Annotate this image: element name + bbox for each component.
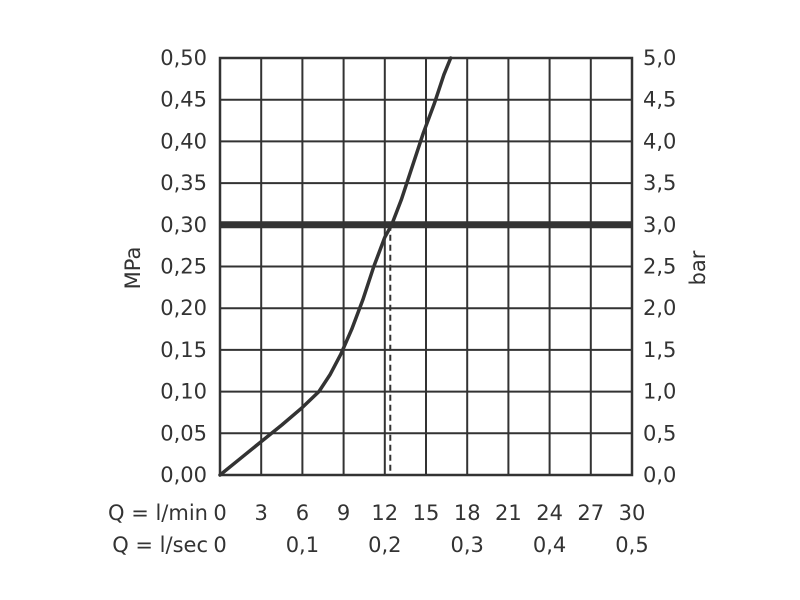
x-tick-label-lmin: 9 bbox=[337, 501, 350, 525]
x-tick-label-lmin: 24 bbox=[536, 501, 563, 525]
x-tick-label-lmin: 27 bbox=[577, 501, 604, 525]
y-tick-label-left: 0,40 bbox=[160, 129, 207, 153]
x-tick-label-lsec: 0 bbox=[213, 533, 226, 557]
x-tick-label-lsec: 0,4 bbox=[533, 533, 566, 557]
series-line-0 bbox=[218, 56, 453, 477]
y-tick-label-left: 0,30 bbox=[160, 213, 207, 237]
y-tick-label-left: 0,25 bbox=[160, 255, 207, 279]
x-tick-label-lmin: 6 bbox=[296, 501, 309, 525]
y-tick-label-left: 0,50 bbox=[160, 46, 207, 70]
y-tick-label-left: 0,35 bbox=[160, 171, 207, 195]
y-tick-label-left: 0,00 bbox=[160, 463, 207, 487]
plot-frame bbox=[218, 56, 634, 477]
x-tick-label-lsec: 0,1 bbox=[286, 533, 319, 557]
y-tick-label-right: 1,5 bbox=[643, 338, 676, 362]
reference-line-group bbox=[220, 221, 632, 475]
x-tick-label-lmin: 18 bbox=[454, 501, 481, 525]
y-tick-label-right: 0,5 bbox=[643, 421, 676, 445]
y-tick-label-left: 0,45 bbox=[160, 88, 207, 112]
grid bbox=[220, 58, 632, 475]
y-tick-label-right: 3,0 bbox=[643, 213, 676, 237]
y-axis-title-left: MPa bbox=[121, 247, 145, 290]
x-tick-label-lmin: 3 bbox=[255, 501, 268, 525]
y-tick-label-left: 0,15 bbox=[160, 338, 207, 362]
x-tick-label-lmin: 0 bbox=[213, 501, 226, 525]
x-axis-row2-title: Q = l/sec bbox=[112, 533, 208, 557]
x-tick-label-lmin: 30 bbox=[619, 501, 646, 525]
y-tick-label-right: 5,0 bbox=[643, 46, 676, 70]
x-axis-row1-title: Q = l/min bbox=[108, 501, 208, 525]
y-tick-label-left: 0,10 bbox=[160, 380, 207, 404]
y-tick-label-right: 1,0 bbox=[643, 380, 676, 404]
y-tick-label-right: 4,0 bbox=[643, 129, 676, 153]
x-tick-label-lsec: 0,5 bbox=[615, 533, 648, 557]
y-tick-label-right: 3,5 bbox=[643, 171, 676, 195]
y-axis-title-right: bar bbox=[686, 250, 710, 285]
y-tick-label-right: 0,0 bbox=[643, 463, 676, 487]
tick-labels: 0,000,050,100,150,200,250,300,350,400,45… bbox=[160, 46, 676, 557]
x-tick-label-lsec: 0,2 bbox=[368, 533, 401, 557]
x-tick-label-lmin: 15 bbox=[413, 501, 440, 525]
x-tick-label-lsec: 0,3 bbox=[450, 533, 483, 557]
y-tick-label-right: 2,0 bbox=[643, 296, 676, 320]
y-tick-label-left: 0,05 bbox=[160, 421, 207, 445]
y-tick-label-right: 2,5 bbox=[643, 255, 676, 279]
x-tick-label-lmin: 21 bbox=[495, 501, 522, 525]
y-tick-label-right: 4,5 bbox=[643, 88, 676, 112]
y-tick-label-left: 0,20 bbox=[160, 296, 207, 320]
series-group bbox=[218, 56, 453, 477]
plot-border bbox=[218, 56, 634, 477]
x-tick-label-lmin: 12 bbox=[371, 501, 398, 525]
